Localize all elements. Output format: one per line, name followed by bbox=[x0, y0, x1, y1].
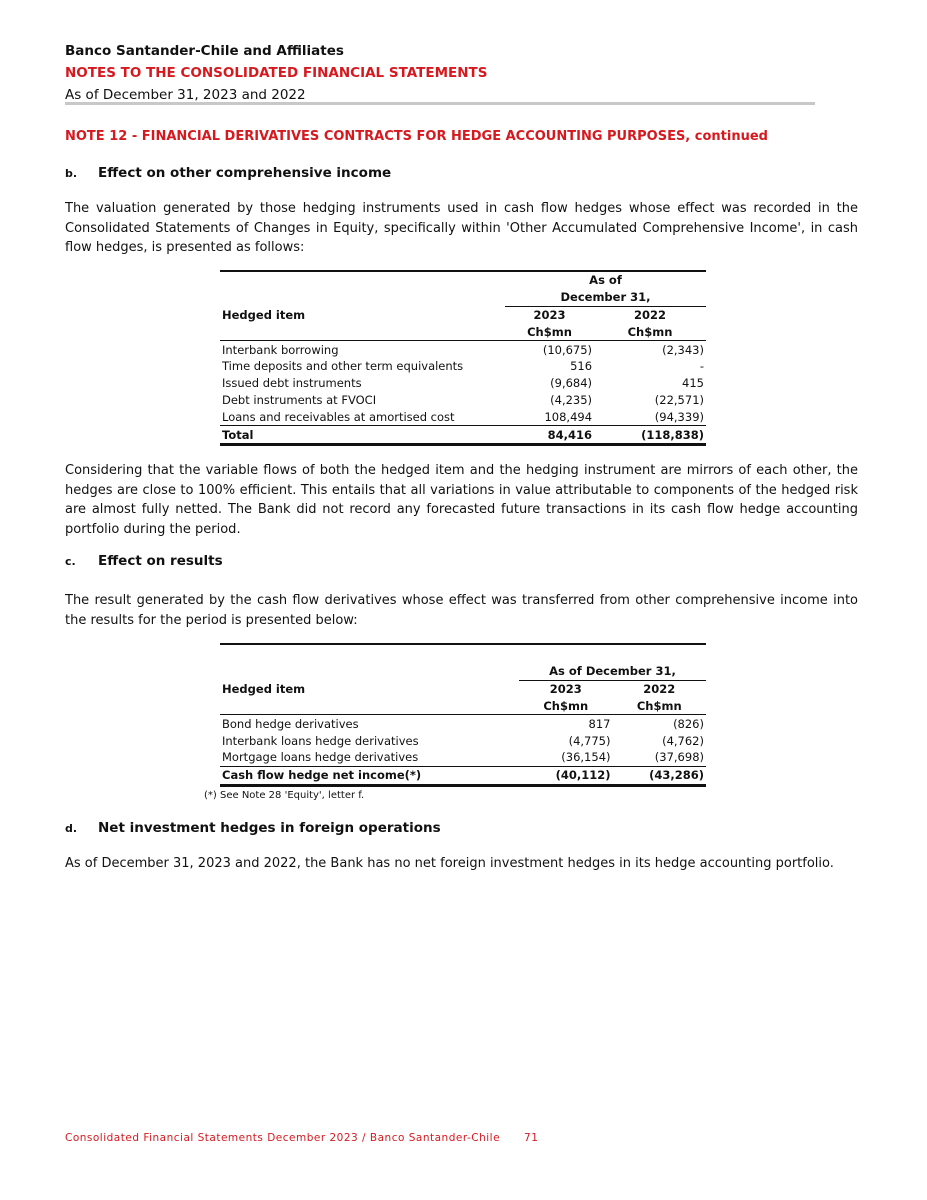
section-b-explanation: Considering that the variable flows of b… bbox=[65, 463, 858, 537]
table-row: Debt instruments at FVOCI (4,235) (22,571) bbox=[220, 392, 706, 409]
total-2023: 84,416 bbox=[547, 427, 593, 442]
row-label: Issued debt instruments bbox=[222, 376, 362, 391]
row-label: Interbank loans hedge derivatives bbox=[222, 733, 419, 748]
row-label: Time deposits and other term equivalents bbox=[222, 359, 464, 374]
value-2023: 516 bbox=[570, 359, 593, 374]
row-label: Bond hedge derivatives bbox=[222, 716, 359, 731]
section-title: Effect on results bbox=[98, 553, 223, 569]
row-label: Interbank borrowing bbox=[222, 342, 339, 357]
section-b-heading: b. Effect on other comprehensive income bbox=[65, 165, 391, 181]
value-2022: 415 bbox=[682, 376, 704, 391]
footer-text: Consolidated Financial Statements Decemb… bbox=[65, 1132, 501, 1144]
value-2023: (10,675) bbox=[542, 342, 593, 357]
notes-title: NOTES TO THE CONSOLIDATED FINANCIAL STAT… bbox=[65, 65, 488, 81]
footnote: (*) See Note 28 'Equity', letter f. bbox=[204, 790, 365, 801]
section-letter: b. bbox=[65, 167, 78, 180]
row-label: Loans and receivables at amortised cost bbox=[222, 409, 455, 424]
value-2022: (22,571) bbox=[654, 392, 704, 407]
value-2022: (94,339) bbox=[654, 409, 704, 424]
page-footer: Consolidated Financial Statements Decemb… bbox=[65, 1132, 538, 1144]
table-row: Bond hedge derivatives 817 (826) bbox=[220, 715, 706, 732]
company-name: Banco Santander-Chile and Affiliates bbox=[65, 43, 344, 59]
value-2022: - bbox=[699, 359, 704, 374]
row-label: Debt instruments at FVOCI bbox=[222, 392, 377, 407]
table-row: Time deposits and other term equivalents… bbox=[220, 358, 706, 375]
unit-label: Ch$mn bbox=[527, 324, 572, 339]
total-2023: (40,112) bbox=[555, 768, 611, 783]
value-2023: 817 bbox=[588, 716, 611, 731]
value-2023: (9,684) bbox=[550, 376, 593, 391]
table-row: Loans and receivables at amortised cost 1… bbox=[220, 408, 706, 425]
value-2022: (37,698) bbox=[654, 750, 704, 765]
group-header: As of bbox=[589, 273, 622, 288]
section-c-heading: c. Effect on results bbox=[65, 553, 223, 569]
section-letter: d. bbox=[65, 822, 78, 835]
total-label: Cash flow hedge net income(*) bbox=[222, 768, 422, 783]
total-label: Total bbox=[222, 427, 254, 442]
value-2023: 108,494 bbox=[544, 409, 593, 424]
section-c-intro: The result generated by the cash flow de… bbox=[65, 593, 858, 628]
total-row: Cash flow hedge net income(*) (40,112) (43… bbox=[220, 766, 706, 786]
section-b-intro: The valuation generated by those hedging… bbox=[65, 201, 858, 255]
col-header-hedged-item: Hedged item bbox=[222, 307, 306, 322]
value-2023: (36,154) bbox=[561, 750, 611, 765]
group-header: December 31, bbox=[505, 288, 706, 307]
value-2022: (826) bbox=[673, 716, 704, 731]
unit-label: Ch$mn bbox=[636, 698, 682, 713]
row-label: Mortgage loans hedge derivatives bbox=[222, 750, 419, 765]
col-header-hedged-item: Hedged item bbox=[222, 681, 306, 696]
table-row: Interbank loans hedge derivatives (4,775)… bbox=[220, 732, 706, 749]
section-title: Effect on other comprehensive income bbox=[98, 165, 392, 181]
page-number: 71 bbox=[524, 1132, 539, 1144]
unit-label: Ch$mn bbox=[627, 324, 673, 339]
col-header-2022: 2022 bbox=[643, 682, 676, 697]
results-table: As of December 31, Hedged item 2023 2022 C… bbox=[220, 643, 706, 787]
table-row: Interbank borrowing (10,675) (2,343) bbox=[220, 341, 706, 358]
unit-label: Ch$mn bbox=[543, 698, 589, 713]
total-2022: (118,838) bbox=[641, 427, 704, 442]
col-header-2023: 2023 bbox=[533, 307, 566, 322]
value-2023: (4,235) bbox=[550, 392, 593, 407]
as-of-date: As of December 31, 2023 and 2022 bbox=[65, 87, 306, 103]
oci-table: As of December 31, Hedged item 2023 2022 C… bbox=[220, 270, 706, 446]
section-d-heading: d. Net investment hedges in foreign opera… bbox=[65, 820, 441, 836]
section-title: Net investment hedges in foreign operati… bbox=[98, 820, 441, 836]
header-divider bbox=[65, 102, 815, 105]
table-row: Mortgage loans hedge derivatives (36,154)… bbox=[220, 749, 706, 766]
value-2022: (4,762) bbox=[662, 733, 704, 748]
section-d-text: As of December 31, 2023 and 2022, the Ba… bbox=[65, 856, 834, 871]
col-header-2022: 2022 bbox=[634, 307, 667, 322]
table-row: Issued debt instruments (9,684) 415 bbox=[220, 375, 706, 392]
section-letter: c. bbox=[65, 555, 76, 568]
value-2022: (2,343) bbox=[662, 342, 704, 357]
col-header-2023: 2023 bbox=[549, 682, 582, 697]
note-title: NOTE 12 - FINANCIAL DERIVATIVES CONTRACT… bbox=[65, 129, 768, 144]
group-header: As of December 31, bbox=[519, 663, 706, 681]
value-2023: (4,775) bbox=[568, 733, 611, 748]
total-row: Total 84,416 (118,838) bbox=[220, 425, 706, 445]
total-2022: (43,286) bbox=[649, 768, 704, 783]
